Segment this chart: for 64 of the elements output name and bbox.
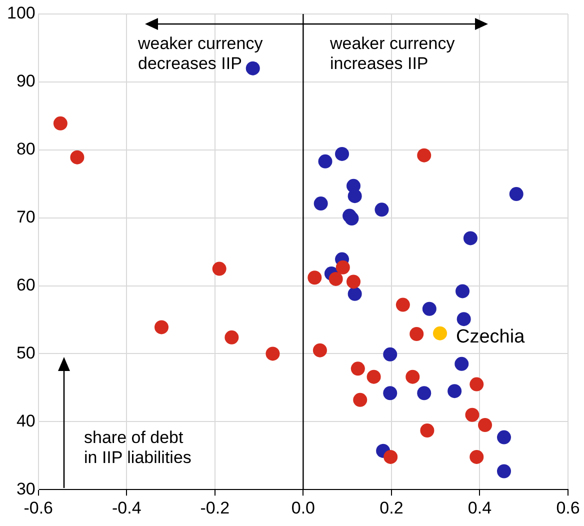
point xyxy=(396,298,410,312)
point xyxy=(212,262,226,276)
point xyxy=(384,450,398,464)
y-tick-label: 90 xyxy=(16,72,36,91)
point xyxy=(318,154,332,168)
x-tick-label: 0.2 xyxy=(380,498,404,518)
x-tick-label: 0.6 xyxy=(556,498,580,518)
point xyxy=(53,116,68,130)
point xyxy=(433,326,448,340)
y-tick-label: 80 xyxy=(16,140,36,159)
point xyxy=(346,274,360,289)
x-tick-label: 0.4 xyxy=(468,498,492,518)
annotation: weaker currency increases IIP xyxy=(330,34,455,74)
point xyxy=(353,392,368,407)
y-tick-label: 60 xyxy=(16,275,36,294)
point xyxy=(454,356,469,371)
point xyxy=(246,61,260,76)
point xyxy=(465,408,480,422)
y-tick-label: 30 xyxy=(16,479,36,498)
point xyxy=(328,272,343,286)
point xyxy=(422,302,436,316)
point xyxy=(348,286,362,301)
point xyxy=(417,148,432,162)
x-tick-label: -0.6 xyxy=(24,498,54,518)
point xyxy=(312,343,327,358)
point xyxy=(70,150,84,164)
point xyxy=(456,284,470,298)
point xyxy=(497,430,512,444)
point xyxy=(410,327,424,342)
y-tick-label: 50 xyxy=(16,343,36,362)
point xyxy=(374,202,389,217)
point xyxy=(470,377,484,392)
point xyxy=(348,189,362,204)
point xyxy=(448,384,462,398)
point xyxy=(463,231,478,246)
x-tick-label: 0.0 xyxy=(291,498,315,518)
y-tick-label: 100 xyxy=(6,4,36,23)
point xyxy=(366,370,381,384)
point xyxy=(224,330,239,344)
point xyxy=(266,346,280,361)
point xyxy=(420,423,434,438)
point xyxy=(456,312,471,326)
point xyxy=(335,146,350,161)
point xyxy=(314,196,328,211)
annotation: Czechia xyxy=(456,326,526,348)
annotation: weaker currency decreases IIP xyxy=(138,34,263,74)
point xyxy=(383,386,398,400)
point xyxy=(308,270,322,285)
point xyxy=(350,362,365,376)
point xyxy=(497,464,512,478)
point xyxy=(406,370,420,384)
point xyxy=(336,260,350,274)
annotation: share of debt in IIP liabilities xyxy=(84,428,192,468)
point xyxy=(509,187,524,202)
x-tick-label: -0.2 xyxy=(200,498,230,518)
y-tick-label: 40 xyxy=(16,411,36,430)
point xyxy=(154,320,169,334)
y-tick-label: 70 xyxy=(16,208,36,227)
x-tick-label: -0.4 xyxy=(112,498,142,518)
point xyxy=(417,386,432,400)
point xyxy=(383,347,398,362)
point xyxy=(478,418,492,432)
point xyxy=(344,212,359,226)
point xyxy=(470,450,484,464)
